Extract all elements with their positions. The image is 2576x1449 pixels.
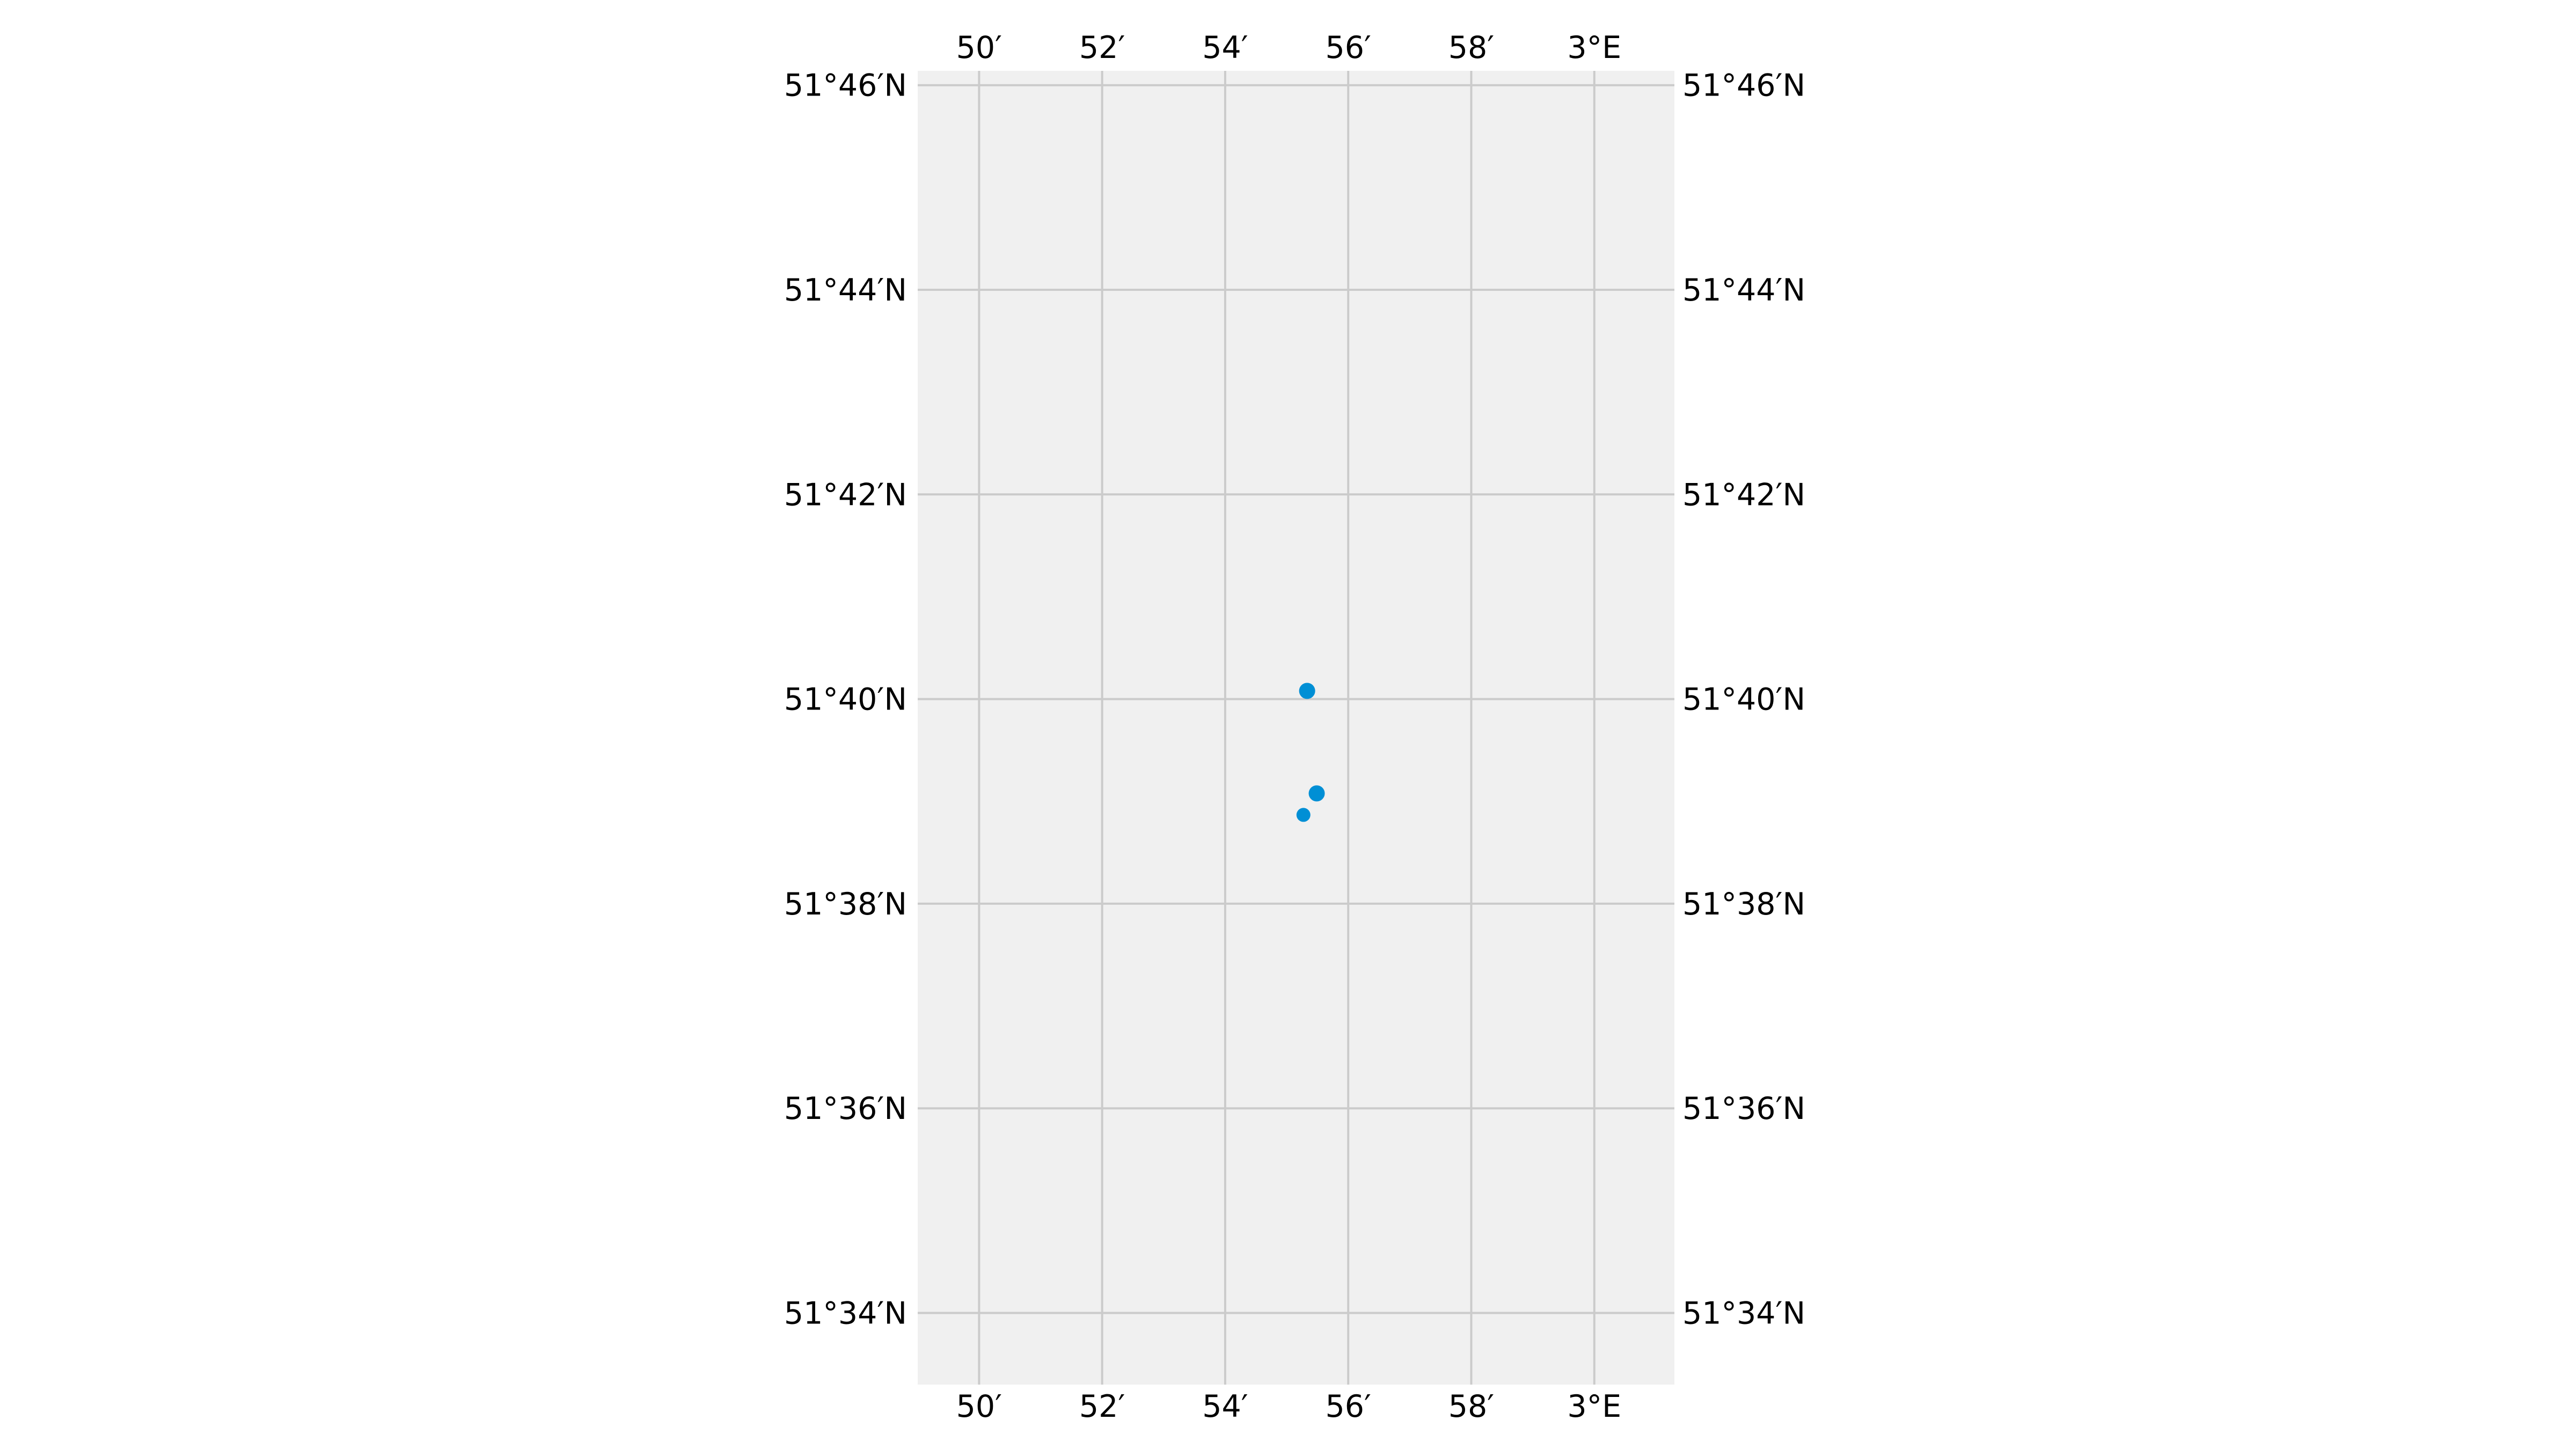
latitude-label-left: 51°34′N bbox=[784, 1296, 907, 1331]
latitude-label-left: 51°36′N bbox=[784, 1091, 907, 1126]
latitude-label-right: 51°34′N bbox=[1682, 1296, 1805, 1331]
map-point bbox=[1299, 683, 1315, 699]
longitude-label-bottom: 54′ bbox=[1202, 1389, 1248, 1424]
longitude-label-top: 56′ bbox=[1325, 30, 1371, 65]
latitude-gridlines bbox=[918, 84, 1674, 1314]
latitude-label-left: 51°40′N bbox=[784, 682, 907, 718]
latitude-label-right: 51°44′N bbox=[1682, 273, 1805, 308]
longitude-label-bottom: 52′ bbox=[1079, 1389, 1125, 1424]
map-background bbox=[918, 71, 1674, 1385]
map-points bbox=[1296, 683, 1325, 822]
longitude-label-top: 58′ bbox=[1448, 30, 1494, 65]
left-latitude-labels: 51°46′N 51°44′N 51°42′N 51°40′N 51°38′N 51°36… bbox=[784, 68, 907, 1331]
latitude-label-right: 51°40′N bbox=[1682, 682, 1805, 718]
latitude-label-left: 51°44′N bbox=[784, 273, 907, 308]
longitude-label-bottom: 58′ bbox=[1448, 1389, 1494, 1424]
latitude-label-right: 51°36′N bbox=[1682, 1091, 1805, 1126]
longitude-label-top: 50′ bbox=[956, 30, 1002, 65]
latitude-label-left: 51°46′N bbox=[784, 68, 907, 104]
longitude-label-bottom: 56′ bbox=[1325, 1389, 1371, 1424]
right-latitude-labels: 51°46′N 51°44′N 51°42′N 51°40′N 51°38′N 51°36… bbox=[1682, 68, 1805, 1331]
longitude-label-top: 54′ bbox=[1202, 30, 1248, 65]
top-longitude-labels: 50′ 52′ 54′ 56′ 58′ 3°E bbox=[956, 30, 1621, 65]
latitude-label-left: 51°38′N bbox=[784, 887, 907, 922]
longitude-label-bottom: 50′ bbox=[956, 1389, 1002, 1424]
bottom-longitude-labels: 50′ 52′ 54′ 56′ 58′ 3°E bbox=[956, 1389, 1621, 1424]
latitude-label-right: 51°46′N bbox=[1682, 68, 1805, 104]
latitude-label-right: 51°42′N bbox=[1682, 477, 1805, 513]
latitude-label-left: 51°42′N bbox=[784, 477, 907, 513]
map-point bbox=[1308, 785, 1325, 802]
latitude-label-right: 51°38′N bbox=[1682, 887, 1805, 922]
longitude-label-top: 52′ bbox=[1079, 30, 1125, 65]
longitude-label-top: 3°E bbox=[1567, 30, 1621, 65]
longitude-label-bottom: 3°E bbox=[1567, 1389, 1621, 1424]
map-point bbox=[1296, 808, 1311, 822]
